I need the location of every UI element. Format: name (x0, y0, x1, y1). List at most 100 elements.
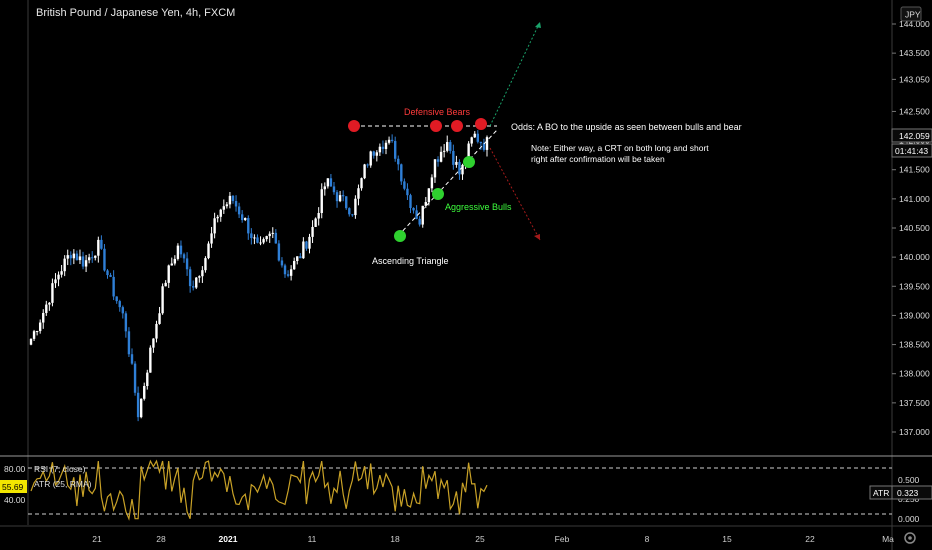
candle-body (442, 150, 446, 152)
candle-body (204, 258, 207, 271)
candle-body (265, 236, 268, 240)
candle-body (292, 261, 296, 270)
candle-body (323, 186, 326, 190)
candle-body (277, 243, 281, 261)
candle-body (286, 274, 290, 276)
time-axis-label: 28 (156, 534, 166, 544)
candle-body (179, 245, 183, 255)
candle-body (415, 210, 418, 219)
time-axis-label: 11 (308, 534, 317, 544)
candle-body (317, 213, 320, 219)
candle-body (228, 195, 232, 205)
candle-body (283, 265, 287, 275)
candle-body (296, 256, 299, 262)
ascending-triangle-label: Ascending Triangle (372, 256, 449, 266)
time-axis-label: 18 (390, 534, 400, 544)
candle-body (63, 258, 66, 272)
note-line-1: Note: Either way, a CRT on both long and… (531, 143, 709, 153)
bull-marker (432, 188, 444, 200)
price-tick-label: 143.050 (899, 74, 930, 84)
candle-body (207, 243, 210, 259)
price-tick-label: 137.500 (899, 398, 930, 408)
candle-body (384, 142, 388, 149)
price-tick-label: 142.500 (899, 106, 930, 116)
candle-body (66, 255, 69, 259)
candle-body (35, 331, 39, 333)
candle-body (446, 142, 449, 151)
candle-body (219, 209, 222, 217)
candle-body (262, 239, 265, 243)
candle-body (308, 236, 311, 249)
candle-body (155, 323, 158, 339)
projection-up-arrowhead (535, 22, 541, 28)
candle-body (305, 241, 308, 249)
candle-body (329, 178, 333, 187)
candle-body (461, 164, 464, 175)
price-tick-label: 144.000 (899, 19, 930, 29)
odds-text: Odds: A BO to the upside as seen between… (511, 122, 742, 132)
candle-body (326, 178, 330, 187)
price-tick-label: 140.500 (899, 223, 930, 233)
candle-body (427, 188, 431, 203)
candle-body (433, 159, 437, 178)
gear-icon[interactable] (904, 532, 916, 544)
candle-body (38, 322, 42, 332)
price-tick-label: 139.000 (899, 310, 930, 320)
bear-markers (348, 118, 487, 132)
candle-body (152, 338, 155, 348)
candle-body (268, 233, 271, 237)
time-axis-label: Feb (555, 534, 570, 544)
bear-marker (348, 120, 360, 132)
time-axis[interactable]: 21 28 2021 11 18 25 Feb 8 15 22 Ma (92, 534, 894, 544)
price-tick-label: 143.500 (899, 48, 930, 58)
candle-body (363, 164, 366, 179)
candle-body (216, 216, 219, 219)
bear-marker (475, 118, 487, 130)
candle-body (69, 255, 72, 259)
price-axis[interactable]: 144.000143.500143.050142.500142.000141.5… (892, 19, 930, 437)
candle-body (409, 195, 412, 208)
candle-body (201, 270, 204, 277)
candle-body (473, 133, 476, 138)
candle-body (124, 313, 128, 332)
bear-marker (451, 120, 463, 132)
candle-body (335, 192, 339, 202)
candle-body (360, 178, 363, 189)
candle-body (188, 269, 192, 287)
candle-body (390, 139, 394, 141)
candle-body (439, 151, 443, 162)
candle-body (240, 214, 244, 221)
candle-body (167, 265, 170, 283)
candle-body (106, 270, 109, 276)
candle-body (476, 133, 480, 142)
candle-body (247, 218, 250, 234)
candle-body (103, 248, 106, 271)
candle-body (455, 161, 458, 165)
time-axis-label: 15 (722, 534, 732, 544)
candle-body (75, 253, 79, 261)
candle-body (345, 196, 348, 209)
bull-markers (394, 156, 475, 242)
currency-box[interactable] (900, 6, 922, 22)
candle-body (369, 151, 372, 166)
candle-body (42, 312, 45, 323)
candle-body (280, 260, 284, 266)
candle-body (256, 237, 259, 243)
candle-body (357, 188, 360, 199)
aggressive-bulls-label: Aggressive Bulls (445, 202, 512, 212)
candle-body (51, 283, 54, 303)
candle-body (198, 276, 201, 278)
time-axis-label: 22 (805, 534, 815, 544)
candle-body (436, 159, 440, 162)
candle-body (176, 245, 180, 259)
candle-body (45, 304, 48, 313)
candle-body (182, 254, 186, 259)
settings-icon[interactable] (904, 532, 916, 544)
candle-body (311, 226, 314, 237)
candle-body (406, 188, 409, 196)
time-axis-label: Ma (882, 534, 894, 544)
price-tick-label: 141.000 (899, 194, 930, 204)
atr-right-tick-1: 0.500 (898, 475, 920, 485)
rsi-line (30, 459, 488, 521)
